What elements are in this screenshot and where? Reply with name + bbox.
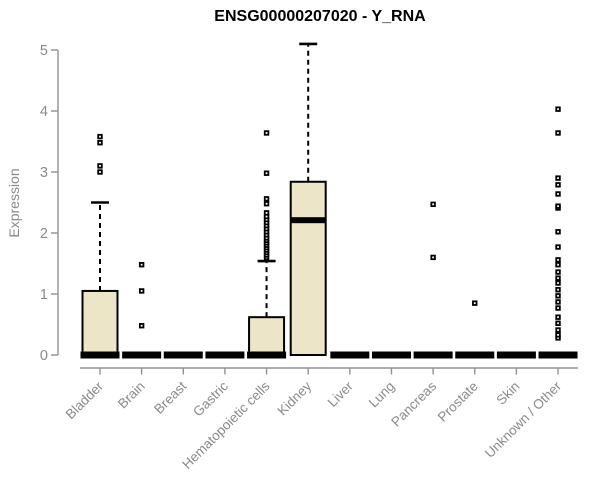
boxplot-skin	[496, 351, 536, 359]
y-axis-label: Expression	[6, 168, 22, 237]
boxplot-bladder	[80, 133, 120, 359]
outlier-center	[99, 165, 101, 167]
y-tick-label: 0	[40, 348, 48, 364]
boxplot-liver	[330, 351, 370, 359]
x-tick-label: Prostate	[435, 379, 481, 425]
outlier-center	[557, 288, 559, 291]
outlier-center	[557, 282, 559, 284]
outlier-center	[265, 227, 268, 230]
y-tick-label: 3	[40, 165, 48, 181]
median-bar	[455, 351, 495, 359]
x-tick-label: Lung	[366, 379, 398, 411]
median-bar	[122, 351, 162, 359]
outlier-center	[265, 197, 268, 200]
outlier-center	[557, 322, 559, 325]
outlier-center	[99, 135, 101, 138]
median-bar	[80, 351, 120, 359]
outlier-center	[473, 302, 476, 305]
box	[81, 289, 119, 357]
box	[289, 180, 327, 356]
boxplot-breast	[163, 351, 203, 359]
outlier-center	[557, 316, 559, 319]
outlier-center	[265, 236, 268, 239]
boxplot-gastric	[205, 351, 245, 359]
outlier-center	[140, 290, 143, 292]
outlier-center	[557, 263, 559, 266]
outlier-center	[432, 203, 435, 206]
x-tick-label: Gastric	[190, 378, 231, 419]
median-bar	[330, 351, 370, 359]
median-bar	[247, 351, 287, 359]
median-bar	[413, 351, 453, 359]
boxplot-prostate	[455, 300, 495, 359]
x-tick-label: Liver	[325, 378, 357, 410]
y-tick-label: 2	[40, 226, 48, 242]
outlier-center	[557, 183, 559, 186]
chart-title: ENSG00000207020 - Y_RNA	[214, 8, 426, 25]
boxplot-brain	[122, 262, 162, 359]
outlier-center	[99, 171, 101, 173]
outlier-center	[265, 221, 268, 224]
outlier-center	[265, 218, 268, 221]
outlier-center	[140, 263, 143, 266]
plot-marks	[80, 42, 578, 359]
outlier-center	[557, 205, 559, 208]
outlier-center	[557, 193, 559, 195]
y-tick-label: 5	[40, 43, 48, 59]
median-bar	[205, 351, 245, 359]
median-bar	[290, 217, 326, 224]
y-tick-label: 4	[40, 104, 48, 120]
outlier-center	[557, 230, 559, 233]
x-tick-label: Skin	[493, 379, 522, 408]
x-tick-label: Bladder	[63, 378, 107, 422]
y-axis-ticks: 0 1 2 3 4 5	[40, 43, 58, 364]
boxplot-kidney	[289, 42, 327, 356]
outlier-center	[557, 277, 559, 280]
outlier-center	[557, 271, 559, 273]
outlier-center	[557, 337, 559, 339]
outlier-center	[265, 230, 268, 233]
outlier-center	[557, 294, 559, 297]
outlier-center	[557, 108, 559, 111]
outlier-center	[557, 329, 559, 331]
boxplot-lung	[371, 351, 411, 359]
x-tick-label: Breast	[151, 378, 189, 416]
outlier-center	[432, 256, 435, 259]
outlier-center	[265, 132, 268, 134]
outlier-center	[265, 202, 268, 205]
outlier-center	[265, 172, 268, 175]
outlier-center	[265, 215, 268, 218]
boxplot-hematopoietic-cells	[247, 130, 287, 359]
x-tick-label: Kidney	[275, 378, 315, 418]
box	[248, 316, 286, 356]
outlier-center	[557, 132, 559, 134]
outlier-center	[265, 224, 268, 227]
y-tick-label: 1	[40, 287, 48, 303]
boxplot-unknown-other	[538, 106, 578, 359]
x-tick-label: Unknown / Other	[482, 378, 565, 461]
outlier-center	[140, 324, 143, 327]
x-tick-label: Pancreas	[388, 378, 439, 429]
median-bar	[496, 351, 536, 359]
median-bar	[371, 351, 411, 359]
outlier-center	[99, 141, 101, 144]
median-bar	[163, 351, 203, 359]
outlier-center	[557, 333, 559, 336]
outlier-center	[557, 301, 559, 303]
outlier-center	[557, 258, 559, 261]
outlier-center	[265, 233, 268, 236]
median-bar	[538, 351, 578, 359]
outlier-center	[557, 177, 559, 179]
outlier-center	[265, 211, 268, 214]
boxplot-pancreas	[413, 201, 453, 359]
outlier-center	[557, 246, 559, 248]
outlier-center	[557, 307, 559, 309]
x-tick-label: Brain	[115, 379, 148, 412]
